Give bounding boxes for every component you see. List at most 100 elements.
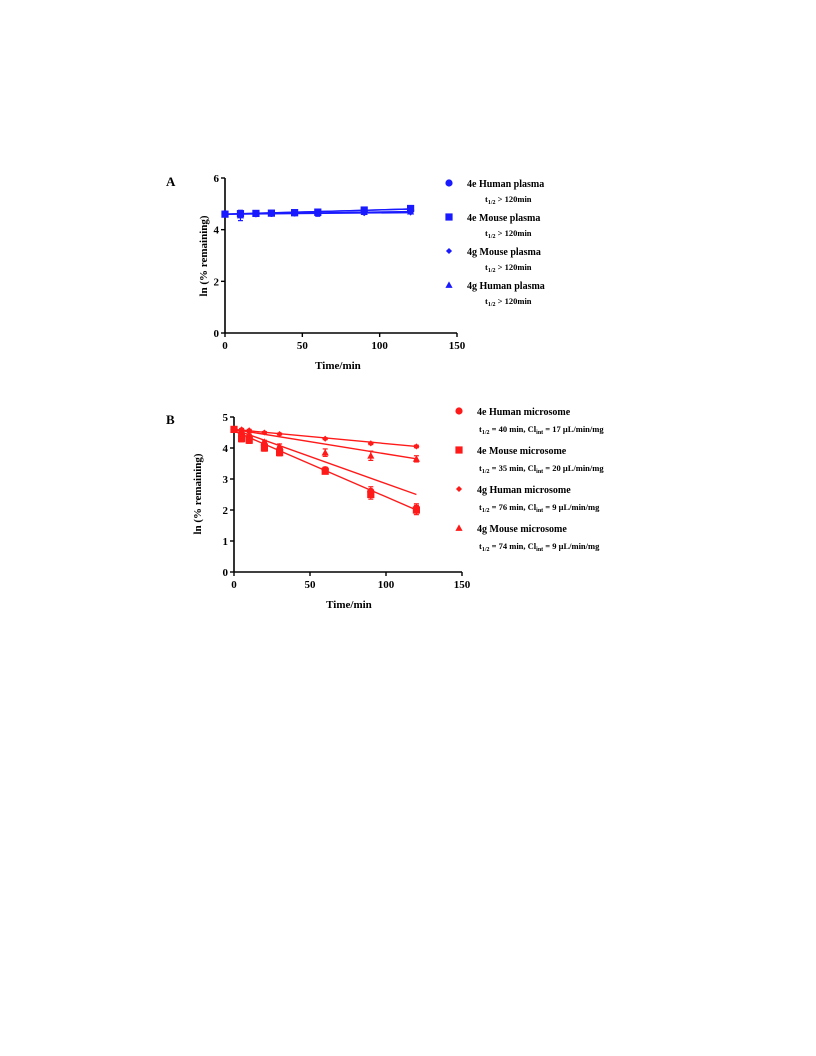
data-point <box>221 210 229 218</box>
legend-note-text: > 120min <box>496 296 532 306</box>
y-tick-label: 4 <box>214 225 220 237</box>
x-tick-label: 0 <box>231 579 237 591</box>
y-tick-label: 0 <box>214 328 220 340</box>
legend-note-text: > 120min <box>496 228 532 238</box>
legend-note-main: t <box>479 502 482 512</box>
legend-note-sub: 1/2 <box>482 469 490 475</box>
data-point <box>260 438 268 445</box>
legend-note-sub: int <box>536 547 543 553</box>
legend-marker-square <box>445 213 453 221</box>
y-axis-title: ln (% remaining) <box>198 215 210 296</box>
x-tick-label: 150 <box>454 579 471 591</box>
legend-note: t1/2 = 74 min, Clint = 9 μL/min/mg <box>479 541 600 553</box>
legend-note-sub: 1/2 <box>488 234 496 240</box>
legend-label: 4e Human microsome <box>477 407 571 418</box>
x-axis-title: Time/min <box>315 360 361 372</box>
legend-label: 4g Mouse microsome <box>477 524 567 535</box>
legend-label: 4e Human plasma <box>467 179 544 190</box>
legend-note-text: > 120min <box>496 262 532 272</box>
legend-note-sub: 1/2 <box>488 200 496 206</box>
legend-note-text: = 20 μL/min/mg <box>543 463 604 473</box>
legend-note-text: = 40 min, Cl <box>490 424 537 434</box>
legend-note-sub: 1/2 <box>488 268 496 274</box>
data-point <box>291 209 299 217</box>
legend-note-text: = 74 min, Cl <box>490 541 537 551</box>
legend-marker-circle <box>455 407 463 415</box>
data-point <box>238 435 246 443</box>
y-axis-title: ln (% remaining) <box>192 453 204 534</box>
legend-note-text: = 35 min, Cl <box>490 463 537 473</box>
data-point <box>407 207 415 215</box>
legend-note-text: = 9 μL/min/mg <box>543 541 600 551</box>
x-tick-label: 100 <box>371 340 388 352</box>
x-tick-label: 50 <box>305 579 317 591</box>
legend-note: t1/2 = 76 min, Clint = 9 μL/min/mg <box>479 502 600 514</box>
legend-note: t1/2 = 40 min, Clint = 17 μL/min/mg <box>479 424 604 436</box>
data-point <box>276 449 284 457</box>
legend-note-text: = 17 μL/min/mg <box>543 424 604 434</box>
y-tick-label: 2 <box>214 276 220 288</box>
legend-note-main: t <box>485 262 488 272</box>
legend-note: t1/2 = 35 min, Clint = 20 μL/min/mg <box>479 463 604 475</box>
data-point <box>236 211 245 219</box>
x-tick-label: 150 <box>449 340 466 352</box>
legend-label: 4g Human microsome <box>477 485 571 496</box>
legend-note: t1/2 > 120min <box>485 296 532 308</box>
y-tick-label: 2 <box>223 505 229 517</box>
legend-note-main: t <box>479 541 482 551</box>
data-point <box>321 467 329 475</box>
legend-label: 4g Human plasma <box>467 281 545 292</box>
panel-letter: A <box>166 174 176 189</box>
x-axis-title: Time/min <box>326 599 372 611</box>
data-point <box>367 440 374 447</box>
data-point <box>360 208 368 215</box>
y-tick-label: 6 <box>214 173 220 185</box>
legend-note-sub: 1/2 <box>488 302 496 308</box>
panel-letter: B <box>166 412 175 427</box>
x-tick-label: 100 <box>378 579 395 591</box>
chart-panel-b: B 0 50 100 150 0 1 2 3 4 5 Time/min ln (% remaining)… <box>166 407 604 611</box>
data-point <box>412 455 420 462</box>
data-point <box>321 449 329 456</box>
data-point <box>267 210 275 217</box>
series-fit-line <box>233 428 417 460</box>
legend-note-sub: 1/2 <box>482 508 490 514</box>
series-1: 4e Mouse plasma t1/2 > 120min <box>221 204 540 240</box>
data-point <box>367 490 375 499</box>
y-tick-label: 1 <box>223 536 229 548</box>
data-point <box>276 430 283 438</box>
legend-note-sub: int <box>536 430 543 436</box>
data-point <box>260 444 268 452</box>
legend-note-sub: 1/2 <box>482 547 490 553</box>
x-tick-label: 50 <box>297 340 309 352</box>
legend-note-sub: int <box>536 469 543 475</box>
legend-note-main: t <box>479 463 482 473</box>
y-tick-label: 4 <box>223 443 229 455</box>
legend-marker-triangle <box>445 281 453 288</box>
data-point <box>246 427 253 434</box>
legend-note: t1/2 > 120min <box>485 194 532 206</box>
y-tick-label: 5 <box>223 412 229 424</box>
legend-note: t1/2 > 120min <box>485 262 532 274</box>
chart-panel-a: A 0 50 100 150 0 2 4 6 Time/min ln (% remaining) 4e… <box>166 173 545 372</box>
y-tick-label: 0 <box>223 567 229 579</box>
legend-note-sub: 1/2 <box>482 430 490 436</box>
legend-marker-square <box>455 446 463 454</box>
data-point <box>230 425 238 433</box>
legend-marker-diamond <box>445 247 453 255</box>
legend-note-text: = 76 min, Cl <box>490 502 537 512</box>
data-point <box>322 435 329 442</box>
legend-marker-circle <box>445 179 453 187</box>
legend-note-text: = 9 μL/min/mg <box>543 502 600 512</box>
x-tick-label: 0 <box>222 340 228 352</box>
legend-label: 4e Mouse microsome <box>477 446 567 457</box>
legend-note-main: t <box>485 194 488 204</box>
legend-marker-diamond <box>455 485 463 493</box>
legend-marker-triangle <box>455 524 463 531</box>
data-point <box>252 210 260 218</box>
data-point <box>238 428 246 436</box>
y-tick-label: 3 <box>223 474 229 486</box>
